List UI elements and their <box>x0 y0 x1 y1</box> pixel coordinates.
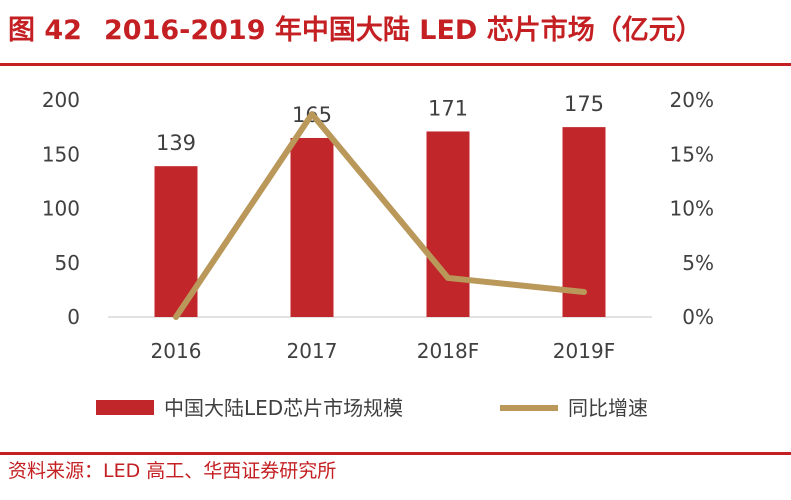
y-left-tick-label: 50 <box>55 251 80 275</box>
x-tick-label: 2019F <box>553 339 615 363</box>
bar-data-label: 175 <box>564 92 604 116</box>
bar-data-label: 171 <box>428 96 468 120</box>
x-axis: 2016 2017 2018F 2019F <box>151 339 616 363</box>
y-right-tick-label: 10% <box>670 197 714 221</box>
source-note: 资料来源：LED 高工、华西证券研究所 <box>8 460 337 482</box>
x-tick-label: 2016 <box>151 339 202 363</box>
title-divider <box>0 63 791 66</box>
x-tick-label: 2018F <box>417 339 479 363</box>
y-left-tick-label: 200 <box>42 88 80 112</box>
bar <box>290 137 334 317</box>
bar <box>562 127 606 317</box>
y-left-tick-label: 100 <box>42 197 80 221</box>
bar <box>426 131 470 317</box>
footer-divider <box>0 452 791 455</box>
y-right-tick-label: 0% <box>682 305 714 329</box>
legend-label-bar: 中国大陆LED芯片市场规模 <box>164 396 403 420</box>
legend-swatch-bar <box>96 400 154 415</box>
y-right-tick-label: 5% <box>682 251 714 275</box>
figure-title-text: 2016-2019 年中国大陆 LED 芯片市场（亿元） <box>103 15 703 46</box>
x-tick-label: 2017 <box>287 339 338 363</box>
legend: 中国大陆LED芯片市场规模 同比增速 <box>96 396 648 420</box>
y-right-tick-label: 20% <box>670 88 714 112</box>
growth-line <box>173 111 587 320</box>
figure-title: 图 42 2016-2019 年中国大陆 LED 芯片市场（亿元） <box>8 6 703 56</box>
bar-data-label: 139 <box>156 131 196 155</box>
y-left-axis: 0 50 100 150 200 <box>42 88 80 329</box>
y-right-tick-label: 15% <box>670 142 714 166</box>
y-left-tick-label: 0 <box>67 305 80 329</box>
line-series <box>173 111 587 320</box>
figure-number: 图 42 <box>8 15 82 46</box>
legend-label-line: 同比增速 <box>568 396 648 420</box>
y-right-axis: 0% 5% 10% 15% 20% <box>670 88 714 329</box>
y-left-tick-label: 150 <box>42 142 80 166</box>
